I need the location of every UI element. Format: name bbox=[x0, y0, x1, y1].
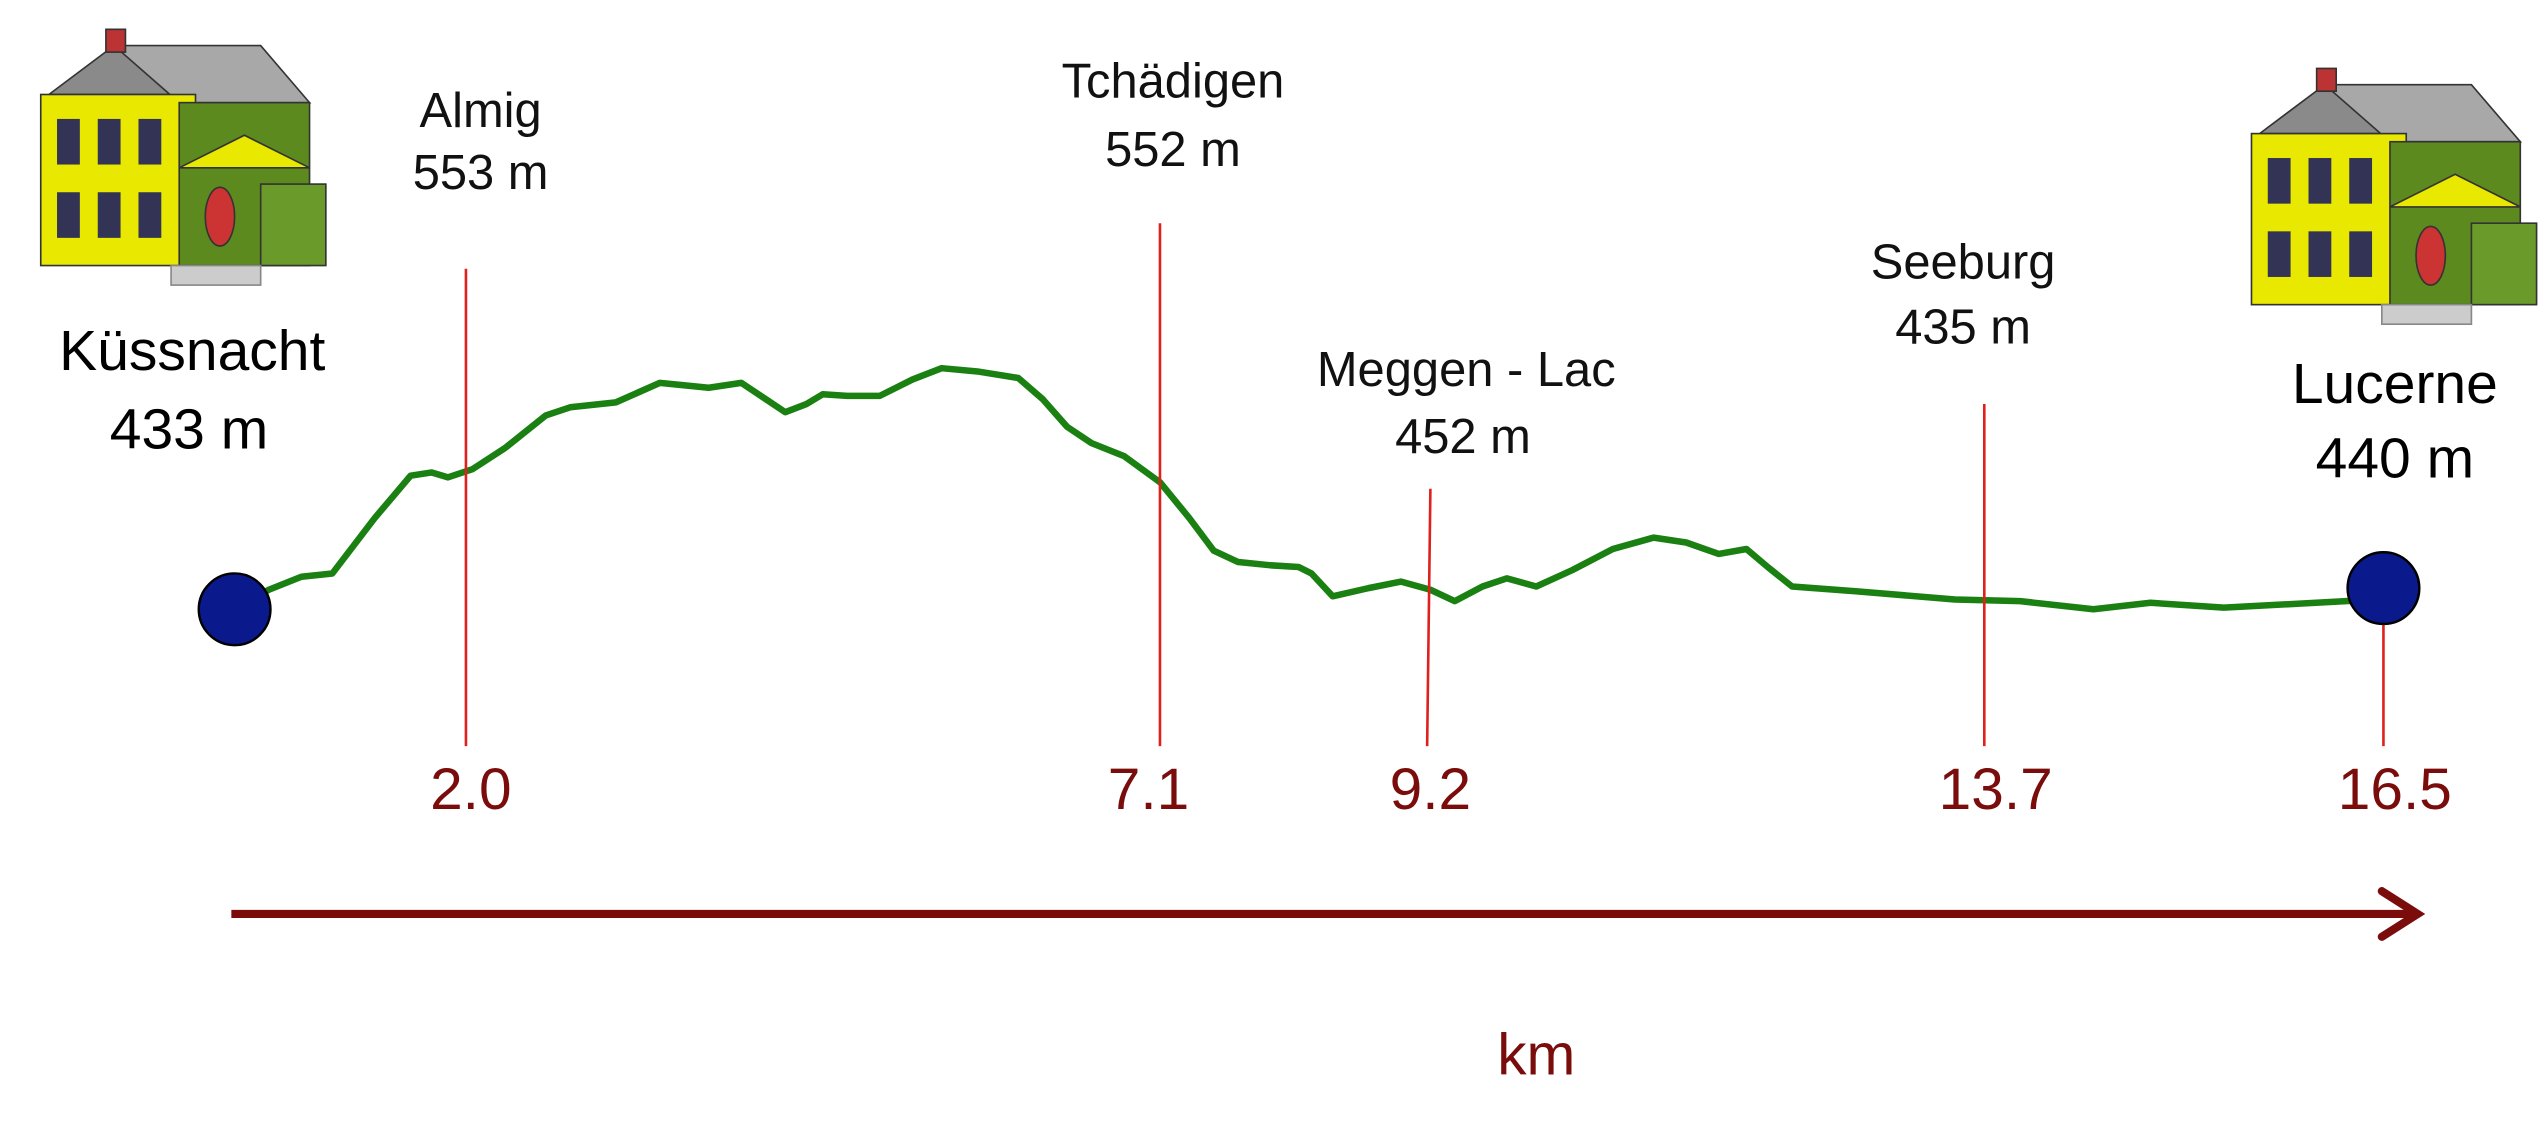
end-elevation: 440 m bbox=[2316, 427, 2474, 491]
waypoint-elevation: 553 m bbox=[413, 146, 549, 200]
km-label: 13.7 bbox=[1939, 757, 2053, 822]
elevation-profile-line bbox=[232, 364, 2384, 613]
start-name: Küssnacht bbox=[59, 319, 325, 383]
waypoint-elevation: 452 m bbox=[1395, 410, 1531, 464]
km-label: 2.0 bbox=[430, 757, 512, 822]
end-name: Lucerne bbox=[2292, 352, 2498, 416]
start-elevation: 433 m bbox=[110, 397, 268, 461]
end-point bbox=[2346, 551, 2421, 626]
start-point bbox=[197, 572, 272, 647]
waypoint-elevation: 552 m bbox=[1105, 123, 1241, 177]
end-house-icon bbox=[2250, 67, 2538, 326]
waypoint-name: Almig bbox=[420, 84, 542, 138]
waypoint-elevation: 435 m bbox=[1895, 301, 2031, 355]
waypoint-name: Meggen - Lac bbox=[1317, 343, 1616, 397]
waypoint-line bbox=[1425, 488, 1432, 747]
start-house-icon bbox=[39, 28, 327, 286]
waypoint-name: Seeburg bbox=[1871, 235, 2056, 289]
km-label: 9.2 bbox=[1390, 757, 1472, 822]
axis-label: km bbox=[1497, 1022, 1575, 1087]
km-label: 7.1 bbox=[1108, 757, 1190, 822]
waypoint-name: Tchädigen bbox=[1062, 55, 1285, 109]
km-label: 16.5 bbox=[2338, 757, 2452, 822]
arrow-head bbox=[2377, 887, 2426, 941]
